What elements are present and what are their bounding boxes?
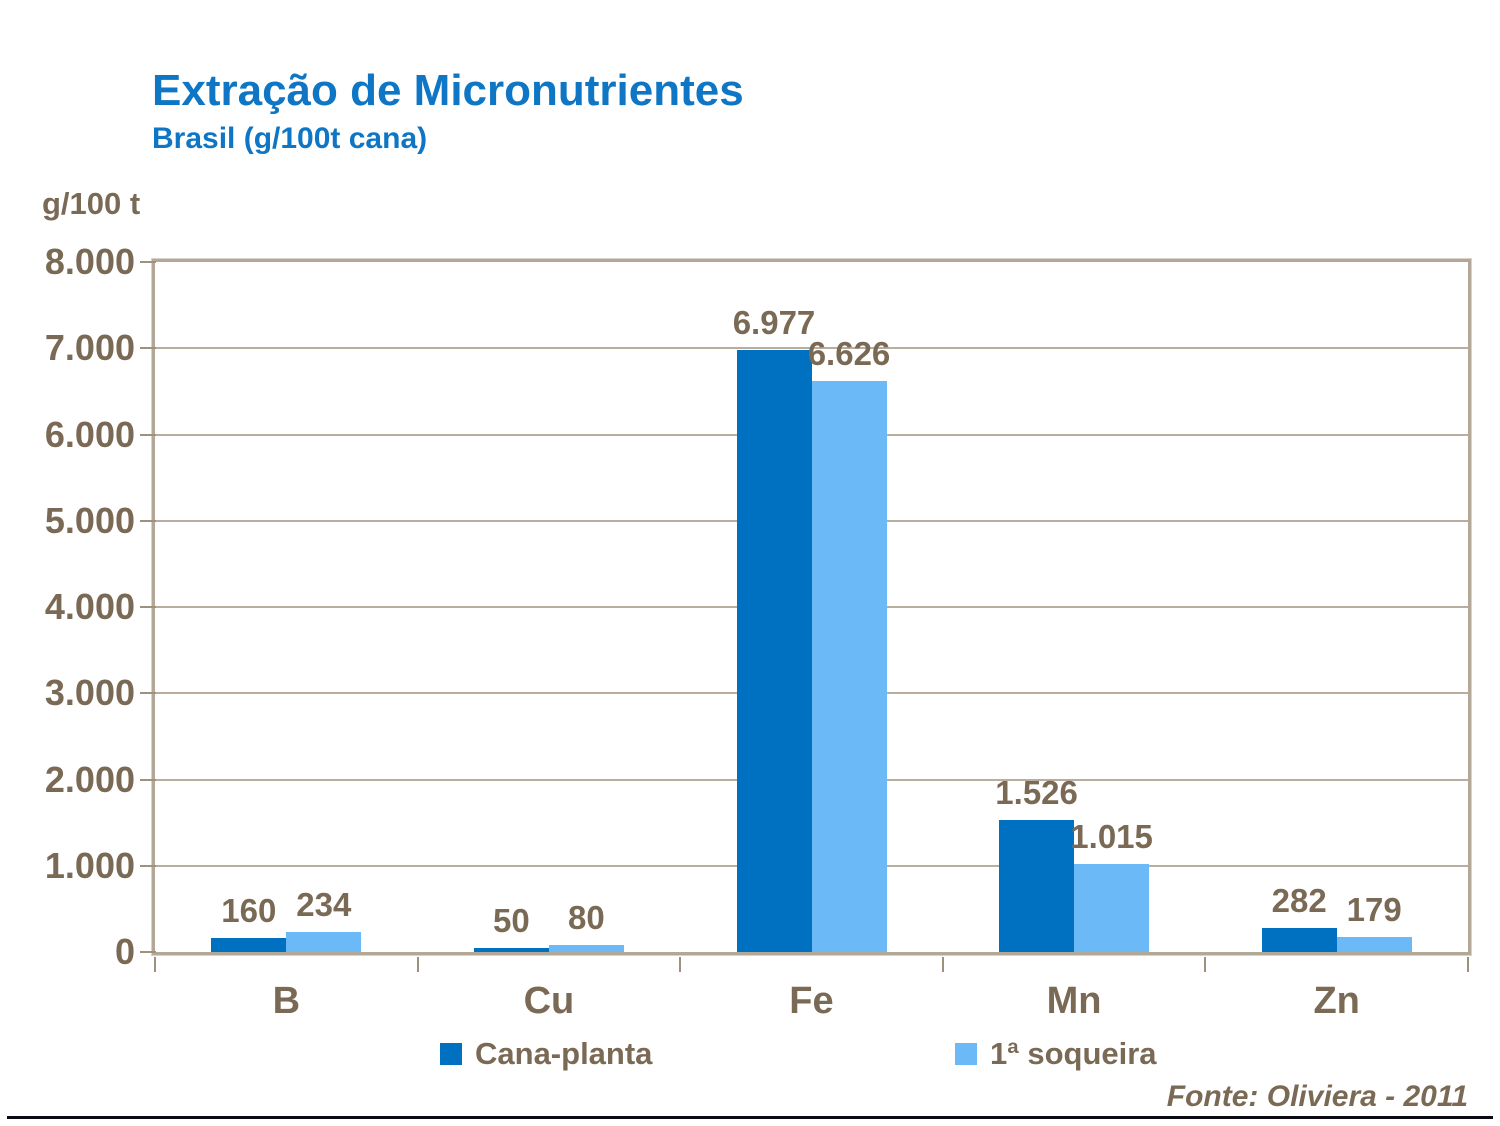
legend-label-cana-planta: Cana-planta xyxy=(475,1036,653,1071)
bar-value-label: 282 xyxy=(1271,881,1327,919)
legend-item-cana-planta: Cana-planta xyxy=(440,1036,652,1072)
bar-value-label: 234 xyxy=(296,885,352,923)
bar-value-label: 1.015 xyxy=(1070,818,1153,856)
bar-value-label: 160 xyxy=(221,892,277,930)
y-axis-tick xyxy=(140,261,156,263)
bar-value-label: 50 xyxy=(493,901,530,939)
legend-item-soqueira: 1ª soqueira xyxy=(955,1036,1157,1072)
y-axis-unit-label: g/100 t xyxy=(42,186,141,221)
bar-1-soqueira-zn xyxy=(1336,936,1412,952)
y-axis-tick xyxy=(140,864,156,867)
y-axis-tick xyxy=(140,433,156,436)
x-axis-tick xyxy=(941,957,944,972)
x-axis-tick xyxy=(416,957,419,972)
y-axis-tick-label: 4.000 xyxy=(44,586,135,627)
y-axis-tick xyxy=(140,778,156,781)
bar-cana-planta-fe xyxy=(736,350,812,952)
bar-1-soqueira-mn xyxy=(1074,864,1150,952)
y-axis-tick xyxy=(140,606,156,608)
bar-1-soqueira-fe xyxy=(811,380,887,952)
chart-title: Extração de Micronutrientes xyxy=(152,66,744,115)
source-credit: Fonte: Oliviera - 2011 xyxy=(1166,1080,1468,1113)
legend-swatch-soqueira xyxy=(955,1043,977,1065)
bar-value-label: 6.626 xyxy=(807,334,891,372)
bar-cana-planta-mn xyxy=(999,820,1075,952)
x-axis-tick xyxy=(1204,957,1207,972)
y-axis-tick-label: 1.000 xyxy=(44,844,135,886)
y-axis-tick-label: 6.000 xyxy=(44,413,135,455)
bar-1-soqueira-cu xyxy=(548,945,624,952)
bar-cana-planta-b xyxy=(211,938,287,952)
plot-area: 160 234 50 80 6.977 6.626 1.526 1.015 282 179 xyxy=(155,262,1468,952)
y-axis-tick xyxy=(140,347,156,350)
category-label-cu: Cu xyxy=(523,980,575,1022)
gridline xyxy=(155,347,1468,350)
bar-1-soqueira-b xyxy=(286,931,362,952)
category-label-mn: Mn xyxy=(1046,980,1102,1022)
y-axis-tick-label: 5.000 xyxy=(44,499,135,541)
bar-value-label: 1.526 xyxy=(995,774,1078,812)
title-block: Extração de Micronutrientes Brasil (g/10… xyxy=(152,66,744,156)
x-axis-tick xyxy=(154,957,156,972)
legend-label-soqueira: 1ª soqueira xyxy=(990,1036,1157,1071)
y-axis-tick-label: 8.000 xyxy=(44,241,135,282)
y-axis-tick-label: 2.000 xyxy=(44,758,135,800)
category-label-b: B xyxy=(272,980,301,1022)
y-axis-tick-label: 3.000 xyxy=(44,672,135,714)
y-axis-tick xyxy=(140,519,156,522)
category-label-zn: Zn xyxy=(1313,980,1360,1022)
x-axis-tick xyxy=(679,957,682,972)
y-axis-tick-label: 0 xyxy=(114,931,135,972)
bar-value-label: 6.977 xyxy=(732,304,816,342)
bar-value-label: 80 xyxy=(568,899,605,937)
legend-swatch-cana-planta xyxy=(440,1043,462,1065)
bar-cana-planta-zn xyxy=(1261,927,1337,952)
category-label-fe: Fe xyxy=(789,980,834,1022)
bar-cana-planta-cu xyxy=(473,947,549,952)
y-axis-tick xyxy=(140,951,156,953)
x-axis-tick xyxy=(1467,957,1469,972)
y-axis-tick xyxy=(140,692,156,695)
y-axis-tick-label: 7.000 xyxy=(44,327,135,369)
bottom-divider-line xyxy=(7,1116,1493,1119)
bar-value-label: 179 xyxy=(1346,890,1402,928)
chart-subtitle: Brasil (g/100t cana) xyxy=(152,122,428,156)
